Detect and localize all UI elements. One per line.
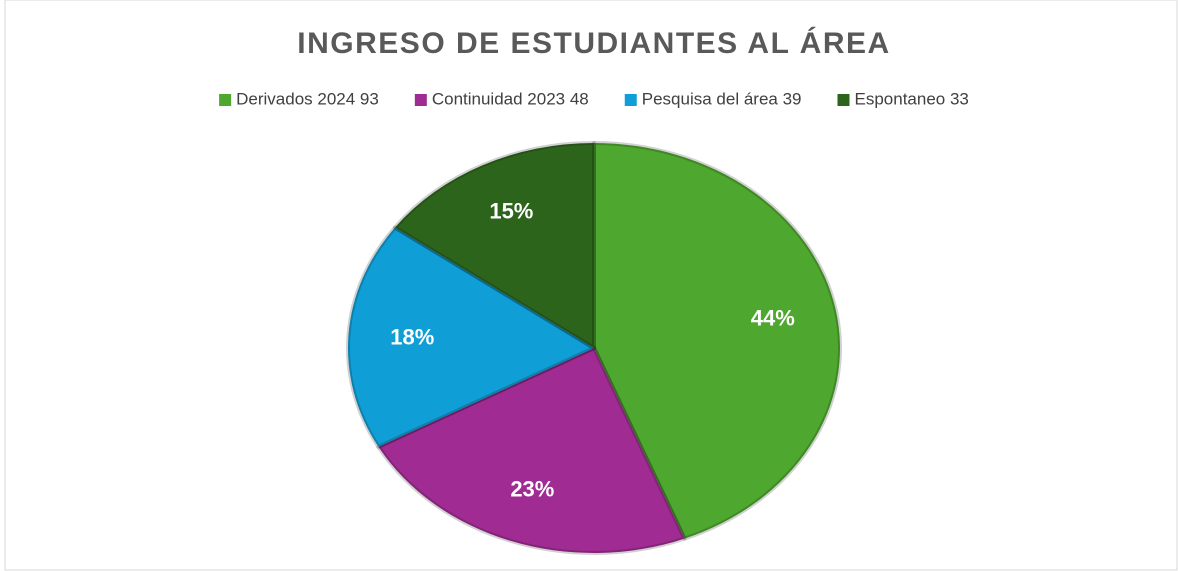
data-label: 15% — [489, 199, 533, 224]
legend-label: Espontaneo 33 — [854, 89, 968, 108]
pie-slice — [346, 225, 596, 449]
legend-swatch — [624, 94, 637, 106]
pie-slice — [592, 141, 842, 541]
legend-label: Pesquisa del área 39 — [642, 89, 802, 108]
pie-slice — [376, 346, 687, 555]
pie-slice — [392, 141, 596, 350]
legend: Derivados 2024 93 Continuidad 2023 48 Pesq… — [219, 89, 969, 108]
chart-title: INGRESO DE ESTUDIANTES AL ÁREA — [297, 26, 890, 60]
data-label: 18% — [390, 324, 434, 349]
legend-label: Continuidad 2023 48 — [432, 89, 589, 108]
data-label: 44% — [751, 305, 795, 330]
data-label: 23% — [510, 477, 554, 502]
legend-swatch — [219, 94, 232, 106]
legend-label: Derivados 2024 93 — [236, 89, 379, 108]
legend-swatch — [414, 94, 427, 106]
legend-swatch — [837, 94, 850, 106]
